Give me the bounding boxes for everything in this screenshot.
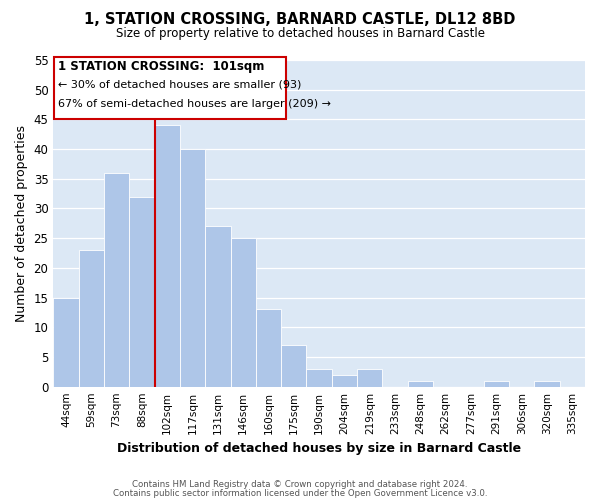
Text: Size of property relative to detached houses in Barnard Castle: Size of property relative to detached ho… — [115, 28, 485, 40]
Bar — [79, 250, 104, 386]
Text: 1, STATION CROSSING, BARNARD CASTLE, DL12 8BD: 1, STATION CROSSING, BARNARD CASTLE, DL1… — [85, 12, 515, 28]
Bar — [357, 369, 382, 386]
Y-axis label: Number of detached properties: Number of detached properties — [15, 125, 28, 322]
Bar — [54, 57, 286, 120]
Bar — [129, 196, 155, 386]
Bar — [281, 345, 307, 387]
Bar — [104, 173, 129, 386]
Bar — [256, 310, 281, 386]
Bar — [307, 369, 332, 386]
Bar — [230, 238, 256, 386]
Text: ← 30% of detached houses are smaller (93): ← 30% of detached houses are smaller (93… — [58, 80, 301, 90]
Bar — [53, 298, 79, 386]
Bar — [332, 375, 357, 386]
Bar — [205, 226, 230, 386]
Text: Contains HM Land Registry data © Crown copyright and database right 2024.: Contains HM Land Registry data © Crown c… — [132, 480, 468, 489]
Bar — [484, 380, 509, 386]
Bar — [180, 149, 205, 386]
X-axis label: Distribution of detached houses by size in Barnard Castle: Distribution of detached houses by size … — [117, 442, 521, 455]
Bar — [535, 380, 560, 386]
Bar — [408, 380, 433, 386]
Bar — [155, 126, 180, 386]
Text: Contains public sector information licensed under the Open Government Licence v3: Contains public sector information licen… — [113, 490, 487, 498]
Text: 67% of semi-detached houses are larger (209) →: 67% of semi-detached houses are larger (… — [58, 98, 331, 108]
Text: 1 STATION CROSSING:  101sqm: 1 STATION CROSSING: 101sqm — [58, 60, 264, 73]
